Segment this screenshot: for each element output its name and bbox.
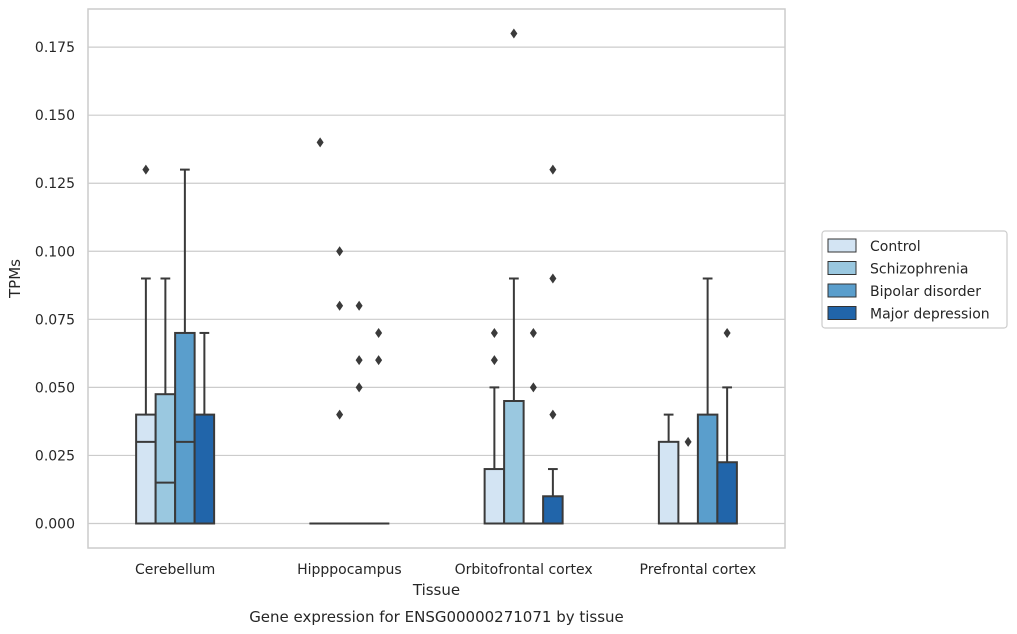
y-tick-label: 0.000 xyxy=(35,517,75,533)
chart-caption: Gene expression for ENSG00000271071 by t… xyxy=(249,608,624,626)
y-axis-ticks: 0.000 0.025 0.050 0.075 0.100 0.125 0.150 0.175 xyxy=(35,40,75,532)
box-1-1 xyxy=(328,246,351,525)
box xyxy=(542,495,564,525)
box-1-0 xyxy=(309,137,331,525)
box xyxy=(174,331,196,525)
outlier-point xyxy=(375,355,383,366)
box-1-3 xyxy=(367,327,390,525)
box-1-2 xyxy=(348,300,370,525)
legend-label: Major depression xyxy=(870,307,990,323)
x-axis-label: Tissue xyxy=(412,581,460,599)
outlier-point xyxy=(336,300,344,311)
outlier-point xyxy=(490,327,498,338)
box-0-0 xyxy=(135,164,157,525)
x-tick-label: Prefrontal cortex xyxy=(640,562,757,578)
outlier-point xyxy=(529,382,537,393)
legend-swatch xyxy=(827,306,857,320)
outlier-point xyxy=(336,409,344,420)
box xyxy=(135,413,157,525)
outlier-point xyxy=(684,436,692,447)
box-2-0 xyxy=(483,327,506,525)
legend-frame xyxy=(821,230,1008,329)
box-0-3 xyxy=(193,331,216,525)
box xyxy=(483,468,506,525)
outlier-point xyxy=(549,409,557,420)
box xyxy=(154,393,177,525)
outlier-point xyxy=(490,355,498,366)
box xyxy=(716,461,738,525)
outlier-point xyxy=(529,327,537,338)
y-tick-label: 0.050 xyxy=(35,380,75,396)
outlier-point xyxy=(375,327,383,338)
legend: Control Schizophrenia Bipolar disorder Majo… xyxy=(821,230,1008,329)
outlier-point xyxy=(142,164,150,175)
box xyxy=(503,400,525,525)
outlier-point xyxy=(355,382,363,393)
box xyxy=(657,440,680,525)
y-tick-label: 0.125 xyxy=(35,176,75,192)
box xyxy=(193,413,216,525)
legend-label: Schizophrenia xyxy=(870,262,968,278)
box-plot-area xyxy=(135,28,738,525)
outlier-point xyxy=(355,300,363,311)
legend-swatch xyxy=(827,238,857,253)
outlier-point xyxy=(723,327,731,338)
box-2-3 xyxy=(542,164,564,525)
box-3-3 xyxy=(716,327,738,525)
legend-swatch xyxy=(827,283,857,298)
outlier-point xyxy=(316,137,324,148)
box-2-2 xyxy=(522,327,545,525)
box-2-1 xyxy=(503,28,525,525)
y-tick-label: 0.100 xyxy=(35,244,75,260)
box-3-0 xyxy=(657,413,680,525)
outlier-point xyxy=(355,355,363,366)
legend-label: Control xyxy=(870,239,921,255)
box-0-2 xyxy=(174,168,196,525)
y-tick-label: 0.175 xyxy=(35,40,75,56)
box-3-2 xyxy=(696,277,719,525)
y-tick-label: 0.150 xyxy=(35,108,75,124)
outlier-point xyxy=(549,273,557,284)
outlier-point xyxy=(336,246,344,257)
outlier-point xyxy=(510,28,518,39)
box-0-1 xyxy=(154,277,177,525)
plot-frame xyxy=(87,8,786,549)
x-tick-label: Hipppocampus xyxy=(297,562,402,578)
box-3-1 xyxy=(677,436,699,525)
x-tick-label: Orbitofrontal cortex xyxy=(455,562,593,578)
outlier-point xyxy=(549,164,557,175)
box xyxy=(696,413,719,525)
y-tick-label: 0.075 xyxy=(35,312,75,328)
legend-swatch xyxy=(827,261,857,275)
x-axis-ticks: Cerebellum Hipppocampus Orbitofrontal cort… xyxy=(135,562,756,578)
legend-label: Bipolar disorder xyxy=(870,284,981,300)
y-tick-label: 0.025 xyxy=(35,448,75,464)
y-axis-label: TPMs xyxy=(6,259,24,299)
x-tick-label: Cerebellum xyxy=(135,562,215,578)
